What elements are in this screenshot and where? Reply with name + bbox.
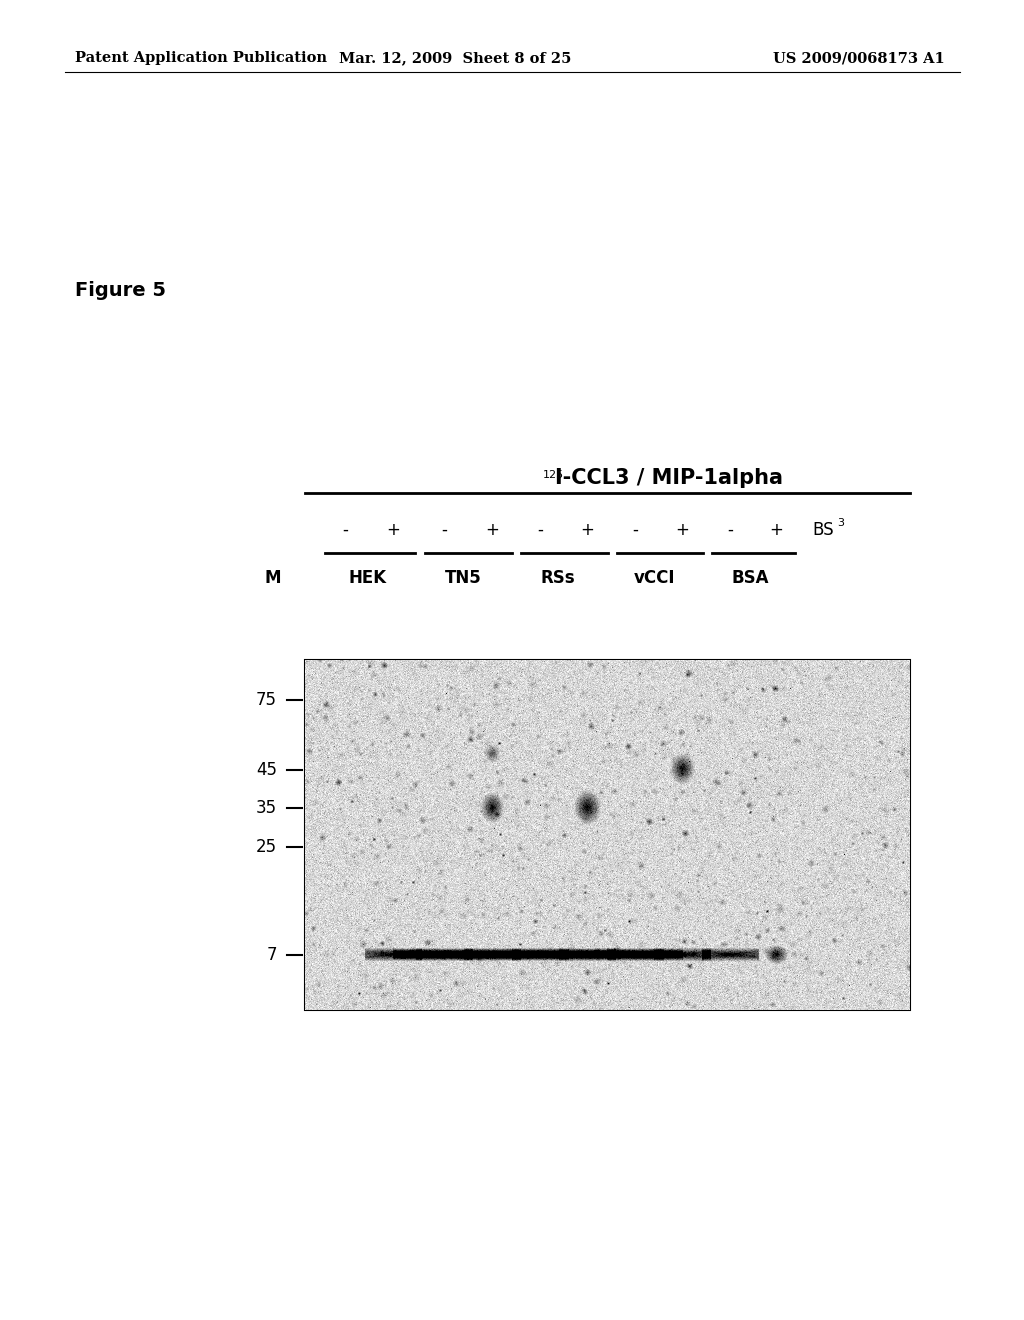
Text: vCCI: vCCI bbox=[634, 569, 676, 587]
Text: BS: BS bbox=[812, 521, 834, 539]
Text: +: + bbox=[675, 521, 689, 539]
Text: BSA: BSA bbox=[731, 569, 769, 587]
Text: -: - bbox=[342, 521, 348, 539]
Text: M: M bbox=[265, 569, 282, 587]
Text: Figure 5: Figure 5 bbox=[75, 281, 166, 300]
Text: RSs: RSs bbox=[541, 569, 575, 587]
Bar bbox=[305, 660, 910, 1010]
Text: 7: 7 bbox=[266, 946, 278, 964]
Text: HEK: HEK bbox=[349, 569, 387, 587]
Text: US 2009/0068173 A1: US 2009/0068173 A1 bbox=[773, 51, 945, 65]
Text: Patent Application Publication: Patent Application Publication bbox=[75, 51, 327, 65]
Text: 3: 3 bbox=[837, 517, 844, 528]
Text: 125: 125 bbox=[543, 470, 564, 480]
Text: -: - bbox=[632, 521, 638, 539]
Text: 25: 25 bbox=[256, 838, 278, 855]
Text: -: - bbox=[727, 521, 733, 539]
Text: I-CCL3 / MIP-1alpha: I-CCL3 / MIP-1alpha bbox=[555, 469, 783, 488]
Text: +: + bbox=[580, 521, 594, 539]
Text: TN5: TN5 bbox=[444, 569, 481, 587]
Text: +: + bbox=[769, 521, 783, 539]
Text: -: - bbox=[441, 521, 446, 539]
Text: 75: 75 bbox=[256, 690, 278, 709]
Text: 45: 45 bbox=[256, 762, 278, 779]
Text: +: + bbox=[485, 521, 499, 539]
Text: 35: 35 bbox=[256, 799, 278, 817]
Text: Mar. 12, 2009  Sheet 8 of 25: Mar. 12, 2009 Sheet 8 of 25 bbox=[339, 51, 571, 65]
Text: -: - bbox=[537, 521, 543, 539]
Text: +: + bbox=[386, 521, 400, 539]
